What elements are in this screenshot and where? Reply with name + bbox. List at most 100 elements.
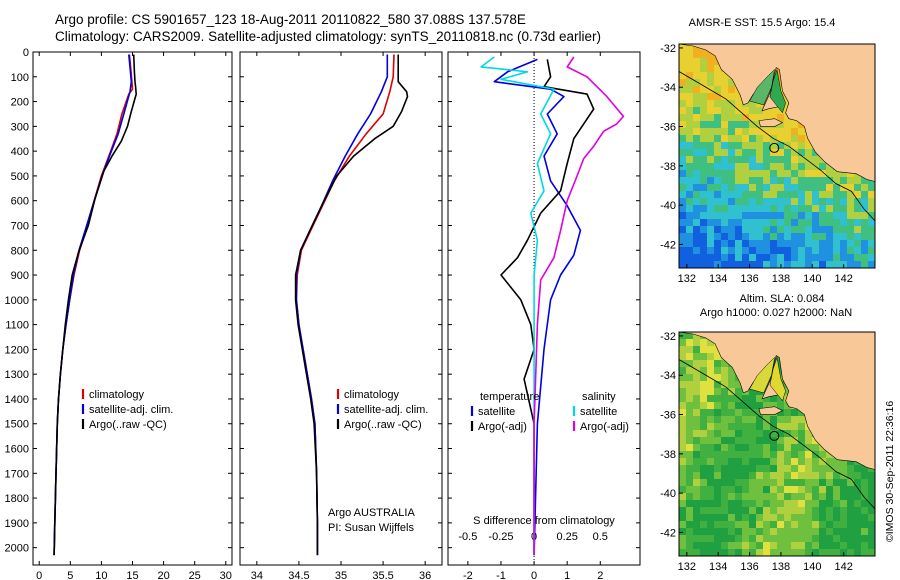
field-cell — [805, 500, 813, 508]
field-cell — [784, 254, 792, 262]
field-cell — [735, 521, 743, 529]
field-cell — [686, 521, 694, 529]
field-cell — [693, 451, 701, 459]
field-cell — [840, 240, 848, 248]
field-cell — [700, 374, 708, 382]
field-cell — [798, 493, 806, 501]
field-cell — [777, 521, 785, 529]
field-cell — [749, 493, 757, 501]
field-cell — [728, 367, 736, 375]
field-cell — [700, 219, 708, 227]
field-cell — [679, 402, 687, 410]
field-cell — [707, 388, 715, 396]
field-cell — [721, 107, 729, 115]
field-cell — [791, 240, 799, 248]
field-cell — [707, 240, 715, 248]
field-cell — [707, 261, 715, 268]
legend-label: Argo(-adj) — [478, 421, 527, 433]
x-tick-label: 136 — [740, 273, 758, 285]
field-cell — [742, 121, 750, 129]
field-cell — [777, 212, 785, 220]
field-cell — [784, 549, 792, 556]
field-cell — [714, 402, 722, 410]
field-cell — [686, 360, 694, 368]
field-cell — [805, 507, 813, 515]
gulf-water — [769, 357, 786, 402]
field-cell — [826, 247, 834, 255]
field-cell — [742, 184, 750, 192]
field-cell — [763, 528, 771, 536]
field-cell — [686, 128, 694, 136]
field-cell — [840, 247, 848, 255]
field-cell — [714, 142, 722, 150]
sla-map-title-line2: Argo h1000: 0.027 h2000: NaN — [700, 307, 852, 319]
x2-tick-label: -0.25 — [488, 531, 513, 543]
x-tick-label: 140 — [803, 561, 821, 573]
field-cell — [854, 500, 862, 508]
field-cell — [784, 486, 792, 494]
field-cell — [749, 135, 757, 143]
field-cell — [742, 507, 750, 515]
field-cell — [798, 423, 806, 431]
field-cell — [728, 233, 736, 241]
y-tick-label: 700 — [11, 220, 29, 232]
field-cell — [777, 219, 785, 227]
field-cell — [749, 177, 757, 185]
series-line-argo-raw-qc- — [294, 54, 409, 556]
field-cell — [749, 409, 757, 417]
legend-label: climatology — [344, 389, 400, 401]
y-tick-label: 1600 — [5, 444, 29, 456]
field-cell — [763, 500, 771, 508]
field-cell — [812, 472, 820, 480]
field-cell — [784, 149, 792, 157]
field-cell — [700, 472, 708, 480]
field-cell — [707, 353, 715, 361]
field-cell — [756, 212, 764, 220]
field-cell — [679, 86, 687, 94]
field-cell — [749, 128, 757, 136]
field-cell — [826, 528, 834, 536]
field-cell — [693, 500, 701, 508]
field-cell — [826, 458, 834, 466]
field-cell — [686, 500, 694, 508]
y-tick-label: 1000 — [5, 295, 29, 307]
field-cell — [770, 458, 778, 466]
field-cell — [840, 458, 848, 466]
field-cell — [777, 254, 785, 262]
field-cell — [840, 177, 848, 185]
field-cell — [714, 535, 722, 543]
field-cell — [749, 191, 757, 199]
field-cell — [784, 451, 792, 459]
field-cell — [721, 184, 729, 192]
field-cell — [707, 100, 715, 108]
field-cell — [868, 507, 875, 515]
field-cell — [679, 233, 687, 241]
field-cell — [700, 367, 708, 375]
field-cell — [749, 479, 757, 487]
field-cell — [756, 226, 764, 234]
field-cell — [798, 416, 806, 424]
field-cell — [826, 198, 834, 206]
field-cell — [756, 514, 764, 522]
field-cell — [728, 135, 736, 143]
field-cell — [693, 58, 701, 66]
field-cell — [700, 388, 708, 396]
field-cell — [700, 409, 708, 417]
field-cell — [784, 247, 792, 255]
field-cell — [679, 142, 687, 150]
field-cell — [693, 346, 701, 354]
y-tick-label: 400 — [11, 146, 29, 158]
field-cell — [714, 353, 722, 361]
field-cell — [812, 521, 820, 529]
field-cell — [707, 254, 715, 262]
field-cell — [679, 149, 687, 157]
field-cell — [777, 191, 785, 199]
field-cell — [728, 500, 736, 508]
field-cell — [700, 528, 708, 536]
field-cell — [833, 205, 841, 213]
field-cell — [679, 458, 687, 466]
field-cell — [805, 240, 813, 248]
field-cell — [819, 240, 827, 248]
field-cell — [847, 479, 855, 487]
